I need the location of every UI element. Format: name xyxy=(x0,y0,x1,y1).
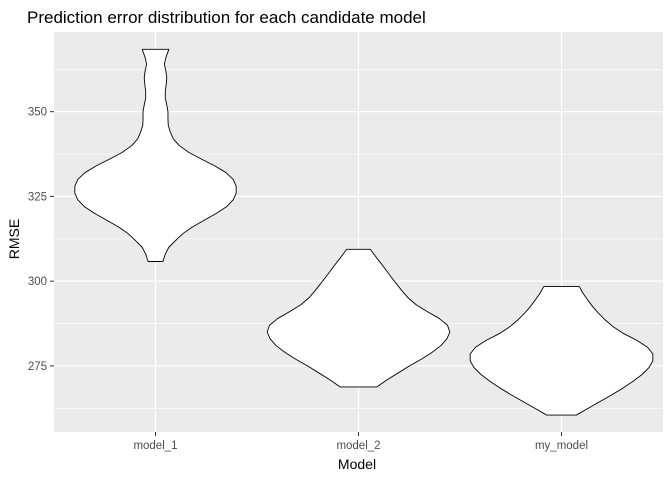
y-axis-title: RMSE xyxy=(6,219,22,259)
x-axis: model_1 model_2 my_model xyxy=(133,432,588,452)
y-tick-label: 350 xyxy=(28,107,47,119)
y-tick-label: 275 xyxy=(28,361,47,373)
violin-model-2 xyxy=(266,248,451,388)
x-tick-label: model_1 xyxy=(133,440,177,452)
x-tick-label: my_model xyxy=(535,440,588,452)
x-axis-title: Model xyxy=(338,456,376,472)
x-tick-label: model_2 xyxy=(336,440,380,452)
chart-title: Prediction error distribution for each c… xyxy=(27,8,426,27)
violins xyxy=(74,48,654,416)
violin-model-1 xyxy=(74,48,237,262)
violin-my-model xyxy=(469,286,654,416)
y-tick-label: 325 xyxy=(28,191,47,203)
y-axis: 275 300 325 350 xyxy=(28,107,54,373)
y-tick-label: 300 xyxy=(28,276,47,288)
